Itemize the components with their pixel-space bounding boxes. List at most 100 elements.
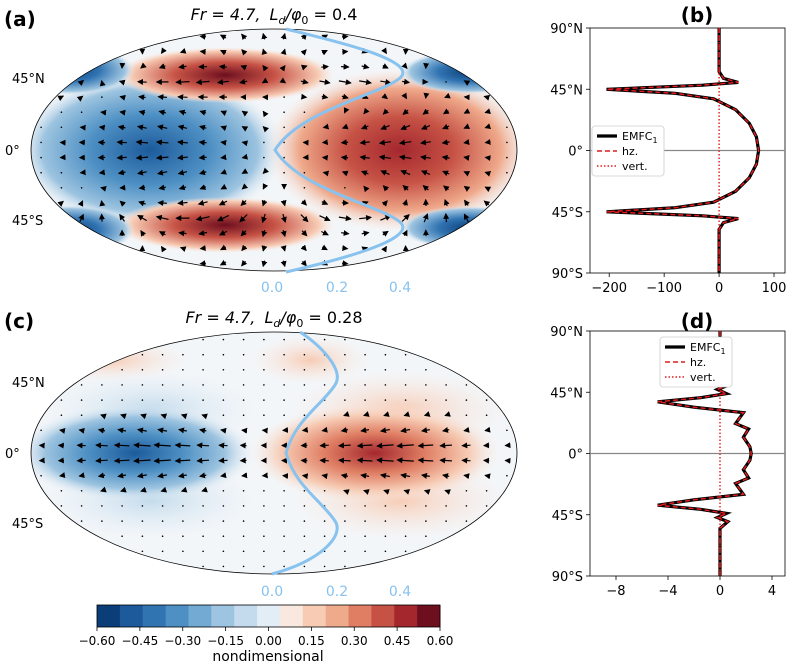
wind-vector-dot <box>40 156 42 159</box>
wind-vector-dot <box>465 505 468 507</box>
wind-vector <box>59 472 66 478</box>
wind-vector <box>342 33 349 40</box>
colorbar-tick-label: 0.30 <box>341 634 368 648</box>
wind-vector-dot <box>161 535 164 537</box>
wind-vector <box>402 108 409 115</box>
wind-vector <box>138 109 146 116</box>
wind-vector <box>281 213 287 224</box>
wind-vector <box>321 49 328 56</box>
wind-vector <box>422 184 430 192</box>
wind-vector <box>381 47 387 55</box>
wind-vector <box>199 109 207 116</box>
wind-vector <box>240 229 247 237</box>
wind-vector <box>261 48 268 56</box>
wind-vector <box>420 124 431 130</box>
wind-vector <box>201 486 208 493</box>
wind-vector <box>220 244 227 251</box>
wind-vector-dot <box>161 399 164 401</box>
wind-vector-dot <box>242 399 245 401</box>
x-tick-label: −4 <box>658 584 677 599</box>
wind-vector <box>359 154 370 161</box>
wind-vector <box>463 473 470 480</box>
wind-vector <box>340 473 349 479</box>
wind-vector <box>241 183 249 190</box>
wind-vector-dot <box>141 505 144 507</box>
wind-vector-dot <box>425 505 427 507</box>
wind-vector-dot <box>303 505 306 507</box>
wind-vector-dot <box>303 550 306 553</box>
wind-vector-dot <box>364 384 366 386</box>
wind-vector-dot <box>425 384 427 386</box>
wind-vector <box>442 170 450 177</box>
wind-vector <box>179 47 187 54</box>
wind-vector <box>484 473 491 480</box>
panel-a-boundary <box>30 28 518 272</box>
wind-vector <box>160 47 167 55</box>
wind-vector <box>400 472 411 479</box>
wind-vector <box>363 185 370 193</box>
wind-vector <box>262 64 269 72</box>
wind-vector <box>360 170 369 177</box>
panel-c-profile-tick-0: 0.0 <box>261 584 283 600</box>
wind-vector <box>417 457 434 464</box>
panel-c-lat-45n: 45°N <box>12 376 45 391</box>
wind-vector <box>177 199 188 206</box>
wind-vector <box>100 413 107 420</box>
wind-vector-dot <box>182 550 184 553</box>
wind-vector-dot <box>344 550 346 553</box>
wind-vector <box>300 64 308 71</box>
wind-vector <box>160 486 168 493</box>
colorbar-cell <box>119 605 144 627</box>
wind-vector <box>279 65 286 72</box>
wind-vector <box>360 427 370 434</box>
wind-vector <box>117 472 127 479</box>
wind-vector <box>117 124 126 131</box>
wind-vector <box>157 124 168 131</box>
colorbar-cell <box>188 605 212 627</box>
colorbar-tick-label: −0.60 <box>79 634 116 648</box>
wind-vector <box>338 442 351 449</box>
legend-label: EMFC1 <box>690 341 726 356</box>
wind-vector <box>463 139 470 145</box>
wind-vector <box>153 457 171 464</box>
wind-vector-dot <box>344 384 346 386</box>
wind-vector <box>383 489 390 495</box>
wind-vector-dot <box>323 414 326 417</box>
wind-vector-dot <box>60 187 63 189</box>
wind-vector <box>401 214 410 222</box>
wind-vector <box>341 93 349 100</box>
wind-vector <box>321 64 329 71</box>
wind-vector-dot <box>263 535 265 537</box>
wind-vector-dot <box>323 565 326 568</box>
panel-c-map: (c) Fr = 4.7, Ld/φ0 = 0.28 45°N 0° 45°S … <box>4 308 518 600</box>
wind-vector <box>137 214 148 222</box>
wind-vector-dot <box>263 384 265 386</box>
wind-vector <box>443 212 450 223</box>
wind-vector <box>220 168 228 175</box>
wind-vector <box>118 79 126 86</box>
wind-vector <box>78 427 85 434</box>
wind-vector-dot <box>263 399 265 401</box>
wind-vector-dot <box>161 550 164 553</box>
wind-vector-dot <box>80 414 83 417</box>
wind-vector <box>343 107 350 114</box>
wind-vector <box>300 214 309 223</box>
wind-vector <box>422 213 429 223</box>
wind-vector <box>98 213 105 222</box>
wind-vector <box>340 139 349 146</box>
wind-vector-dot <box>101 399 103 401</box>
wind-vector <box>137 472 147 479</box>
wind-vector <box>380 427 390 434</box>
wind-vector <box>198 230 208 236</box>
wind-vector <box>158 184 167 191</box>
wind-vector-dot <box>242 490 245 492</box>
wind-vector-dot <box>465 520 468 522</box>
wind-vector <box>321 473 328 480</box>
wind-vector-dot <box>141 550 144 553</box>
y-tick-label: 90°N <box>550 325 583 340</box>
wind-vector <box>321 229 329 236</box>
wind-vector <box>359 139 370 146</box>
wind-vector-dot <box>80 187 83 189</box>
wind-vector-dot <box>425 369 427 371</box>
wind-vector-dot <box>323 369 326 371</box>
